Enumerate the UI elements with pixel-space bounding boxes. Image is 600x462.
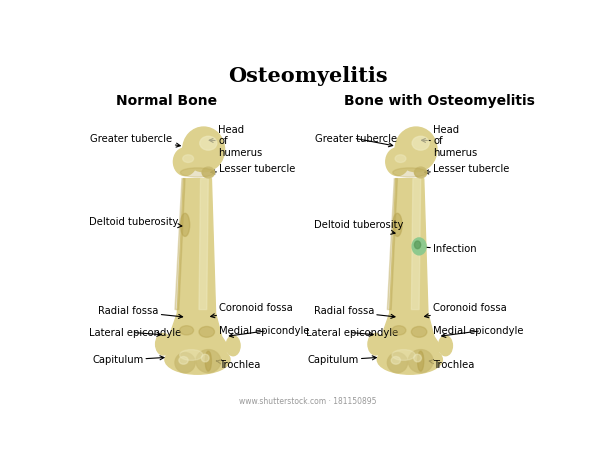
Ellipse shape (202, 167, 215, 178)
Ellipse shape (408, 350, 433, 373)
Ellipse shape (412, 238, 426, 255)
Ellipse shape (388, 353, 407, 373)
Text: Head
of
humerus: Head of humerus (209, 125, 263, 158)
Ellipse shape (181, 168, 215, 177)
Ellipse shape (418, 351, 424, 371)
Text: Lateral epicondyle: Lateral epicondyle (89, 328, 181, 338)
Ellipse shape (155, 334, 171, 355)
Polygon shape (163, 179, 232, 352)
Text: Bone with Osteomyelitis: Bone with Osteomyelitis (344, 94, 535, 108)
Ellipse shape (173, 148, 197, 176)
Polygon shape (376, 179, 444, 352)
Text: Greater tubercle: Greater tubercle (91, 134, 180, 147)
Ellipse shape (395, 155, 406, 163)
Polygon shape (199, 179, 208, 310)
Ellipse shape (412, 327, 427, 337)
Ellipse shape (386, 148, 409, 176)
Text: Lesser tubercle: Lesser tubercle (425, 164, 509, 174)
Ellipse shape (368, 334, 383, 355)
Text: Greater tubercle: Greater tubercle (315, 134, 397, 147)
Polygon shape (175, 179, 185, 310)
Ellipse shape (415, 167, 427, 178)
Polygon shape (412, 179, 421, 310)
Ellipse shape (183, 155, 194, 163)
Polygon shape (388, 179, 397, 310)
Text: www.shutterstock.com · 181150895: www.shutterstock.com · 181150895 (239, 397, 376, 406)
Text: Coronoid fossa: Coronoid fossa (425, 303, 507, 318)
Ellipse shape (199, 327, 215, 337)
Text: Trochlea: Trochlea (216, 360, 260, 370)
Ellipse shape (179, 350, 203, 360)
Ellipse shape (439, 336, 452, 356)
Ellipse shape (179, 326, 194, 335)
Text: Medial epicondyle: Medial epicondyle (433, 326, 524, 337)
Ellipse shape (165, 345, 230, 374)
Text: Head
of
humerus: Head of humerus (422, 125, 478, 158)
Ellipse shape (393, 168, 427, 177)
Text: Capitulum: Capitulum (92, 355, 164, 365)
Ellipse shape (392, 326, 406, 335)
Ellipse shape (179, 357, 188, 364)
Ellipse shape (393, 213, 402, 237)
Ellipse shape (205, 351, 211, 371)
Text: Lesser tubercle: Lesser tubercle (211, 164, 296, 174)
Ellipse shape (181, 213, 190, 237)
Ellipse shape (377, 345, 442, 374)
Ellipse shape (413, 354, 421, 362)
Text: Osteomyelitis: Osteomyelitis (227, 66, 388, 86)
Text: Lateral epicondyle: Lateral epicondyle (306, 328, 398, 338)
Text: Radial fossa: Radial fossa (98, 306, 182, 318)
Text: Medial epicondyle: Medial epicondyle (219, 326, 310, 337)
Ellipse shape (226, 336, 240, 356)
Text: Coronoid fossa: Coronoid fossa (211, 303, 293, 318)
Ellipse shape (391, 357, 401, 364)
Text: Infection: Infection (418, 244, 476, 255)
Ellipse shape (200, 136, 217, 150)
Ellipse shape (202, 354, 209, 362)
Ellipse shape (196, 350, 221, 373)
Text: Capitulum: Capitulum (308, 355, 376, 365)
Ellipse shape (392, 350, 415, 360)
Text: Deltoid tuberosity: Deltoid tuberosity (314, 220, 403, 234)
Ellipse shape (415, 241, 421, 249)
Ellipse shape (395, 127, 437, 172)
Text: Normal Bone: Normal Bone (116, 94, 217, 108)
Text: Trochlea: Trochlea (429, 360, 475, 370)
Ellipse shape (412, 136, 429, 150)
Text: Radial fossa: Radial fossa (314, 306, 395, 318)
Ellipse shape (183, 127, 224, 172)
Text: Deltoid tuberosity: Deltoid tuberosity (89, 217, 182, 228)
Ellipse shape (175, 353, 195, 373)
